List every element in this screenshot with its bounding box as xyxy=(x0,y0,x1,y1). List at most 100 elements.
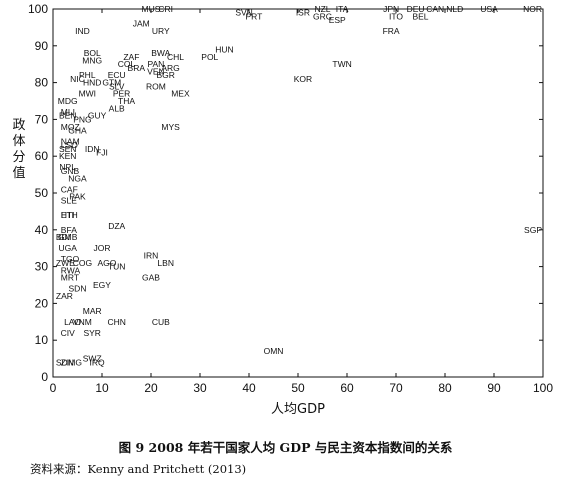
data-point-deu: DEU xyxy=(407,4,425,14)
data-point-cog: COG xyxy=(73,258,92,268)
data-point-bgr: BGR xyxy=(156,70,174,80)
data-point-grc: GRC xyxy=(313,11,332,21)
y-tick-label: 0 xyxy=(41,370,48,384)
data-point-chl: CHL xyxy=(167,52,184,62)
data-point-mex: MEX xyxy=(171,89,190,99)
data-point-hnd: HND xyxy=(83,78,101,88)
x-tick-label: 50 xyxy=(291,381,305,395)
y-axis-title-char: 政 xyxy=(12,118,25,133)
data-point-syr: SYR xyxy=(83,328,100,338)
y-tick-label: 50 xyxy=(35,186,49,200)
data-point-mng: MNG xyxy=(82,56,102,66)
data-point-hun: HUN xyxy=(215,44,233,54)
data-point-sen: SEN xyxy=(59,144,76,154)
y-axis-title-char: 值 xyxy=(12,165,25,181)
data-point-ken: KEN xyxy=(59,151,76,161)
data-point-ury: URY xyxy=(152,26,170,36)
y-tick-label: 90 xyxy=(35,39,49,53)
data-point-lao: LAO xyxy=(64,317,81,327)
data-point-zimg: ZIMG xyxy=(61,357,82,367)
data-point-nga: NGA xyxy=(68,173,87,183)
data-point-fra: FRA xyxy=(383,26,400,36)
x-tick-label: 70 xyxy=(389,381,403,395)
data-point-mus: MUS xyxy=(142,4,161,14)
data-point-ind: IND xyxy=(75,26,90,36)
data-point-irn: IRN xyxy=(144,251,159,261)
data-point-rwa: RWA xyxy=(61,265,81,275)
x-tick-label: 10 xyxy=(95,381,109,395)
data-point-phl: PHL xyxy=(79,70,96,80)
data-point-cub: CUB xyxy=(152,317,170,327)
data-point-jor: JOR xyxy=(94,243,111,253)
data-point-prt: PRT xyxy=(245,11,262,21)
data-point-egy: EGY xyxy=(93,280,111,290)
data-point-lso: LSO xyxy=(61,140,78,150)
y-tick-label: 70 xyxy=(35,112,49,126)
data-point-alb: ALB xyxy=(109,103,125,113)
y-tick-label: 20 xyxy=(35,296,49,310)
data-point-gab: GAB xyxy=(142,273,160,283)
data-point-lbn: LBN xyxy=(157,258,174,268)
data-point-gha: GHA xyxy=(68,125,87,135)
data-point-nzl: NZL xyxy=(314,4,330,14)
x-tick-label: 90 xyxy=(487,381,501,395)
data-point-moz: MOZ xyxy=(61,122,80,132)
data-point-omn: OMN xyxy=(264,346,284,356)
data-point-zwe: ZWE xyxy=(56,258,75,268)
data-point-bdi: BDI xyxy=(56,232,70,242)
data-point-tun: TUN xyxy=(108,262,125,272)
data-point-npl: NPL xyxy=(59,162,76,172)
x-axis-title: 人均GDP xyxy=(271,402,325,417)
data-point-kor: KOR xyxy=(294,74,312,84)
data-point-sdn: SDN xyxy=(56,357,74,367)
y-tick-label: 30 xyxy=(35,260,49,274)
data-point-zaf: ZAF xyxy=(123,52,139,62)
y-axis-title-char: 分 xyxy=(12,150,25,165)
data-point-arg: ARG xyxy=(161,63,179,73)
data-point-jam: JAM xyxy=(133,19,150,29)
data-point-zar: ZAR xyxy=(56,291,73,301)
data-point-gtm: GTM xyxy=(102,78,121,88)
y-tick-label: 10 xyxy=(35,333,49,347)
x-tick-label: 0 xyxy=(50,381,57,395)
data-point-col: COL xyxy=(118,59,136,69)
data-point-twn: TWN xyxy=(332,59,351,69)
data-point-slv: SLV xyxy=(109,81,125,91)
data-point-uga: UGA xyxy=(58,243,77,253)
data-point-ben: BEN xyxy=(59,111,76,121)
data-point-tgo: TGO xyxy=(61,254,80,264)
data-point-mli: MLI xyxy=(61,107,75,117)
data-point-bel: BEL xyxy=(412,11,428,21)
x-tick-label: 60 xyxy=(340,381,354,395)
data-point-pan: PAN xyxy=(147,59,164,69)
data-point-mar: MAR xyxy=(83,306,102,316)
data-point-swz: SWZ xyxy=(83,354,102,364)
scatter-chart: 0 10 20 30 40 50 60 70 80 90 100 0 10 20 30 40 50 60 70 80 9… xyxy=(12,2,553,417)
data-point-sdn: SDN xyxy=(69,284,87,294)
data-point-bfa: BFA xyxy=(61,225,77,235)
data-point-chn: CHN xyxy=(107,317,125,327)
data-point-can: CAN xyxy=(426,4,444,14)
data-point-fji: FJI xyxy=(96,148,108,158)
data-point-gmb: GMB xyxy=(58,232,78,242)
data-point-bol: BOL xyxy=(84,48,101,58)
y-tick-label: 80 xyxy=(35,76,49,90)
y-tick-label: 40 xyxy=(35,223,49,237)
figure-caption: 图 9 2008 年若干国家人均 GDP 与民主资本指数间的关系 xyxy=(118,440,453,455)
data-point-nld: NLD xyxy=(446,4,463,14)
y-axis-title-char: 体 xyxy=(12,134,25,149)
x-tick-label: 20 xyxy=(144,381,158,395)
data-point-mys: MYS xyxy=(161,122,180,132)
data-point-vnm: VNM xyxy=(73,317,92,327)
data-point-nic: NIC xyxy=(70,74,85,84)
data-point-mwi: MWI xyxy=(79,89,96,99)
data-point-ita: ITA xyxy=(336,4,349,14)
data-point-civ: CIV xyxy=(61,328,76,338)
data-point-irq: IRQ xyxy=(90,357,106,367)
data-point-usa: USA xyxy=(480,4,498,14)
data-point-ecu: ECU xyxy=(108,70,126,80)
x-tick-label: 40 xyxy=(242,381,256,395)
data-point-guy: GUY xyxy=(88,111,107,121)
data-point-dza: DZA xyxy=(108,221,125,231)
data-point-mrt: MRT xyxy=(61,273,79,283)
